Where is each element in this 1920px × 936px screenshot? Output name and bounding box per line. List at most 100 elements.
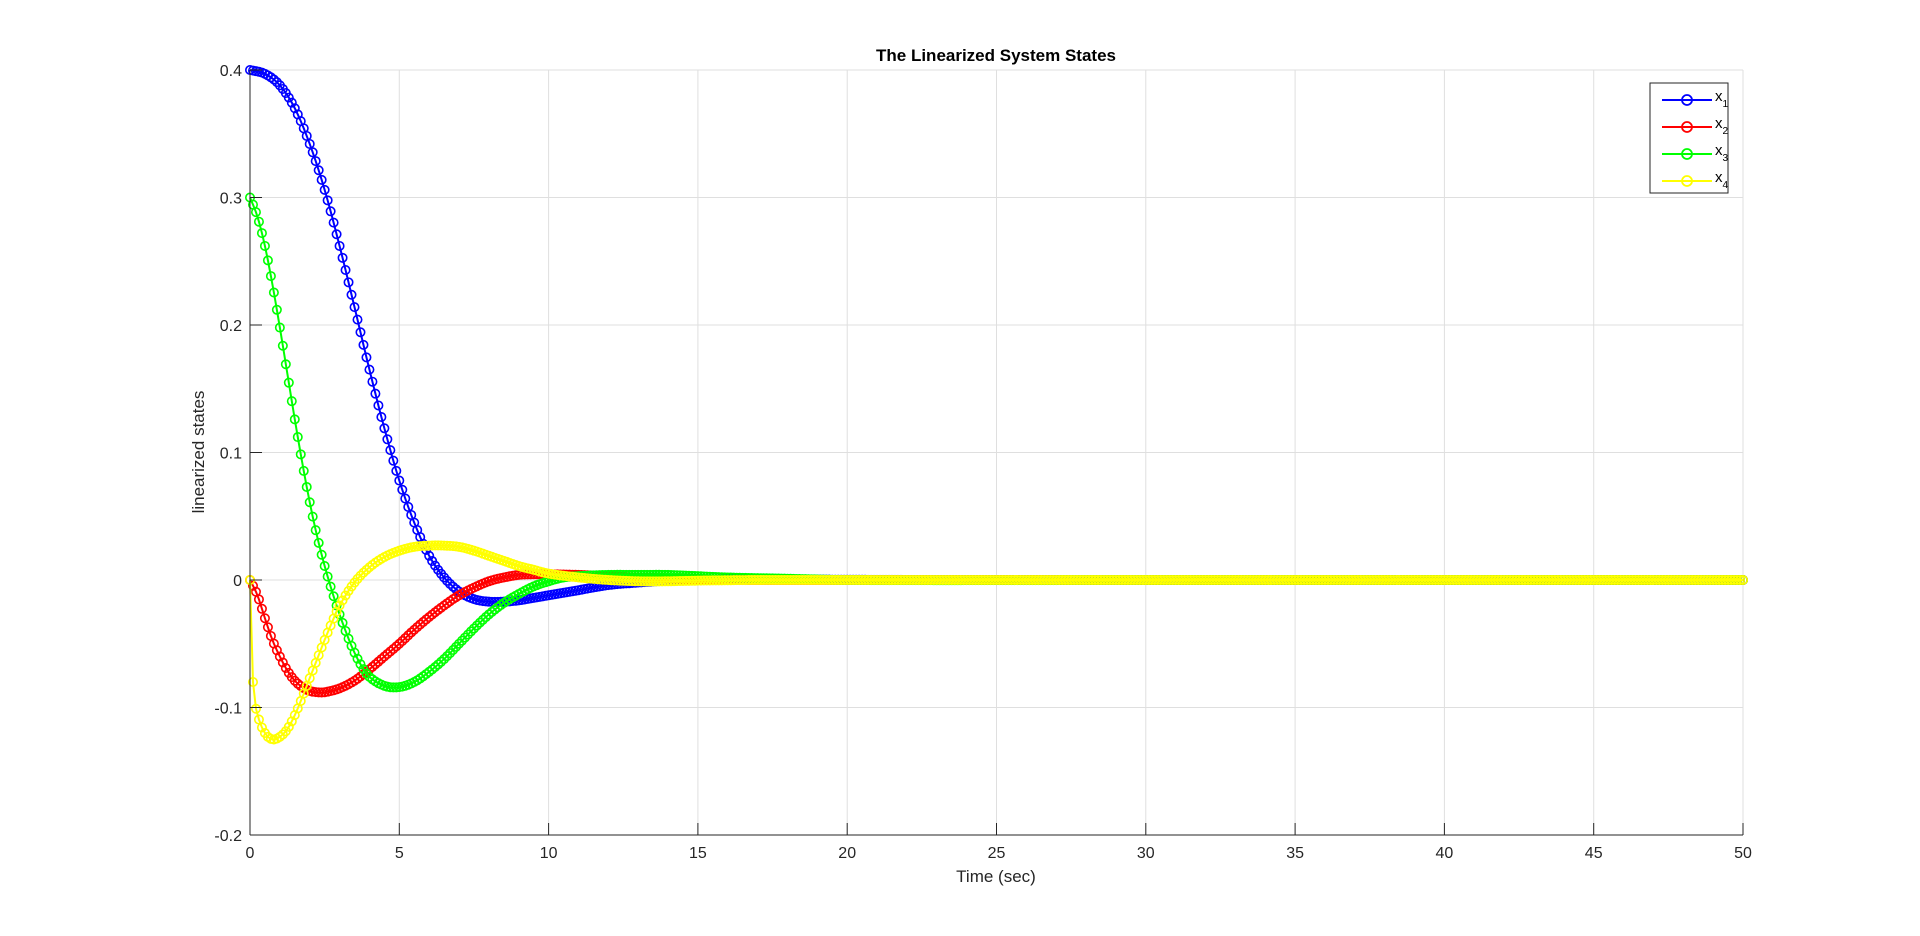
series-marker-x2	[280, 663, 291, 674]
series-marker-x1	[385, 445, 396, 456]
series-marker-x3	[430, 662, 441, 673]
legend-label-x3: x3	[1715, 142, 1729, 164]
x-tick-label: 5	[395, 845, 404, 862]
series-marker-x3	[268, 287, 279, 298]
series-marker-x4	[331, 606, 342, 617]
series-marker-x1	[400, 493, 411, 504]
legend-marker-x1	[1681, 94, 1693, 106]
legend-label-subscript: 2	[1723, 126, 1729, 137]
series-marker-x2	[259, 613, 270, 624]
series-marker-x3	[322, 571, 333, 582]
series-marker-x1	[397, 484, 408, 495]
series-marker-x2	[367, 661, 378, 672]
x-tick-label: 20	[838, 845, 856, 862]
series-marker-x3	[325, 581, 336, 592]
series-marker-x1	[331, 229, 342, 240]
series-marker-x4	[1738, 574, 1749, 585]
series-marker-x1	[283, 92, 294, 103]
series-marker-x2	[262, 622, 273, 633]
series-marker-x4	[358, 567, 369, 578]
x-tick-label: 40	[1436, 845, 1454, 862]
series-marker-x2	[421, 614, 432, 625]
series-marker-x3	[459, 632, 470, 643]
legend-box	[1649, 82, 1729, 194]
series-marker-x2	[424, 611, 435, 622]
series-marker-x4	[355, 570, 366, 581]
series-marker-x4	[277, 729, 288, 740]
series-marker-x4	[247, 676, 258, 687]
y-tick-label: 0.4	[220, 63, 242, 80]
series-marker-x3	[274, 322, 285, 333]
series-marker-x2	[406, 627, 417, 638]
series-marker-x1	[343, 277, 354, 288]
series-marker-x4	[1735, 574, 1746, 585]
series-marker-x4	[283, 721, 294, 732]
series-marker-x3	[424, 666, 435, 677]
series-marker-x3	[436, 656, 447, 667]
series-marker-x3	[259, 240, 270, 251]
series-x4	[245, 540, 1749, 745]
series-marker-x1	[340, 264, 351, 275]
series-marker-x3	[474, 617, 485, 628]
x-tick-label: 10	[540, 845, 558, 862]
series-marker-x1	[325, 206, 336, 217]
series-marker-x2	[373, 656, 384, 667]
series-layer	[245, 65, 1749, 745]
series-marker-x1	[370, 388, 381, 399]
series-marker-x2	[370, 659, 381, 670]
series-marker-x3	[250, 207, 261, 218]
x-tick-label: 35	[1286, 845, 1304, 862]
series-marker-x2	[385, 646, 396, 657]
series-marker-x3	[298, 465, 309, 476]
series-marker-x2	[394, 638, 405, 649]
legend-label-x4: x4	[1715, 169, 1729, 191]
x-tick-label: 25	[988, 845, 1006, 862]
series-marker-x1	[310, 156, 321, 167]
series-marker-x1	[349, 302, 360, 313]
series-marker-x3	[451, 641, 462, 652]
series-marker-x4	[1732, 574, 1743, 585]
series-marker-x3	[319, 560, 330, 571]
series-marker-x3	[286, 396, 297, 407]
series-marker-x3	[316, 549, 327, 560]
series-marker-x4	[334, 600, 345, 611]
series-marker-x1	[268, 74, 279, 85]
series-marker-x2	[403, 630, 414, 641]
series-marker-x3	[433, 659, 444, 670]
x-tick-label: 0	[246, 845, 255, 862]
series-marker-x2	[397, 636, 408, 647]
series-marker-x2	[382, 648, 393, 659]
series-marker-x3	[280, 359, 291, 370]
series-marker-x2	[409, 624, 420, 635]
y-tick-label: 0	[233, 573, 242, 590]
series-marker-x3	[292, 432, 303, 443]
series-marker-x3	[457, 635, 468, 646]
series-marker-x2	[412, 622, 423, 633]
series-marker-x2	[277, 657, 288, 668]
legend-marker-x2	[1681, 121, 1693, 133]
series-marker-x1	[304, 138, 315, 149]
series-marker-x3	[262, 255, 273, 266]
series-marker-x3	[471, 620, 482, 631]
legend-label-subscript: 4	[1723, 180, 1729, 191]
chart-title: The Linearized System States	[876, 46, 1116, 65]
series-marker-x1	[424, 550, 435, 561]
series-marker-x3	[454, 638, 465, 649]
series-marker-x3	[304, 497, 315, 508]
legend-label-main: x	[1715, 169, 1723, 186]
series-marker-x1	[367, 376, 378, 387]
series-marker-x2	[418, 616, 429, 627]
series-marker-x2	[247, 580, 258, 591]
series-marker-x3	[442, 651, 453, 662]
series-marker-x1	[391, 465, 402, 476]
series-marker-x1	[313, 165, 324, 176]
series-marker-x3	[301, 481, 312, 492]
series-marker-x1	[448, 581, 459, 592]
legend-marker-x4	[1681, 175, 1693, 187]
series-marker-x1	[286, 97, 297, 108]
x-axis-label: Time (sec)	[956, 867, 1036, 886]
series-marker-x1	[328, 217, 339, 228]
series-marker-x1	[382, 434, 393, 445]
series-marker-x3	[439, 654, 450, 665]
legend-label-subscript: 1	[1723, 99, 1729, 110]
